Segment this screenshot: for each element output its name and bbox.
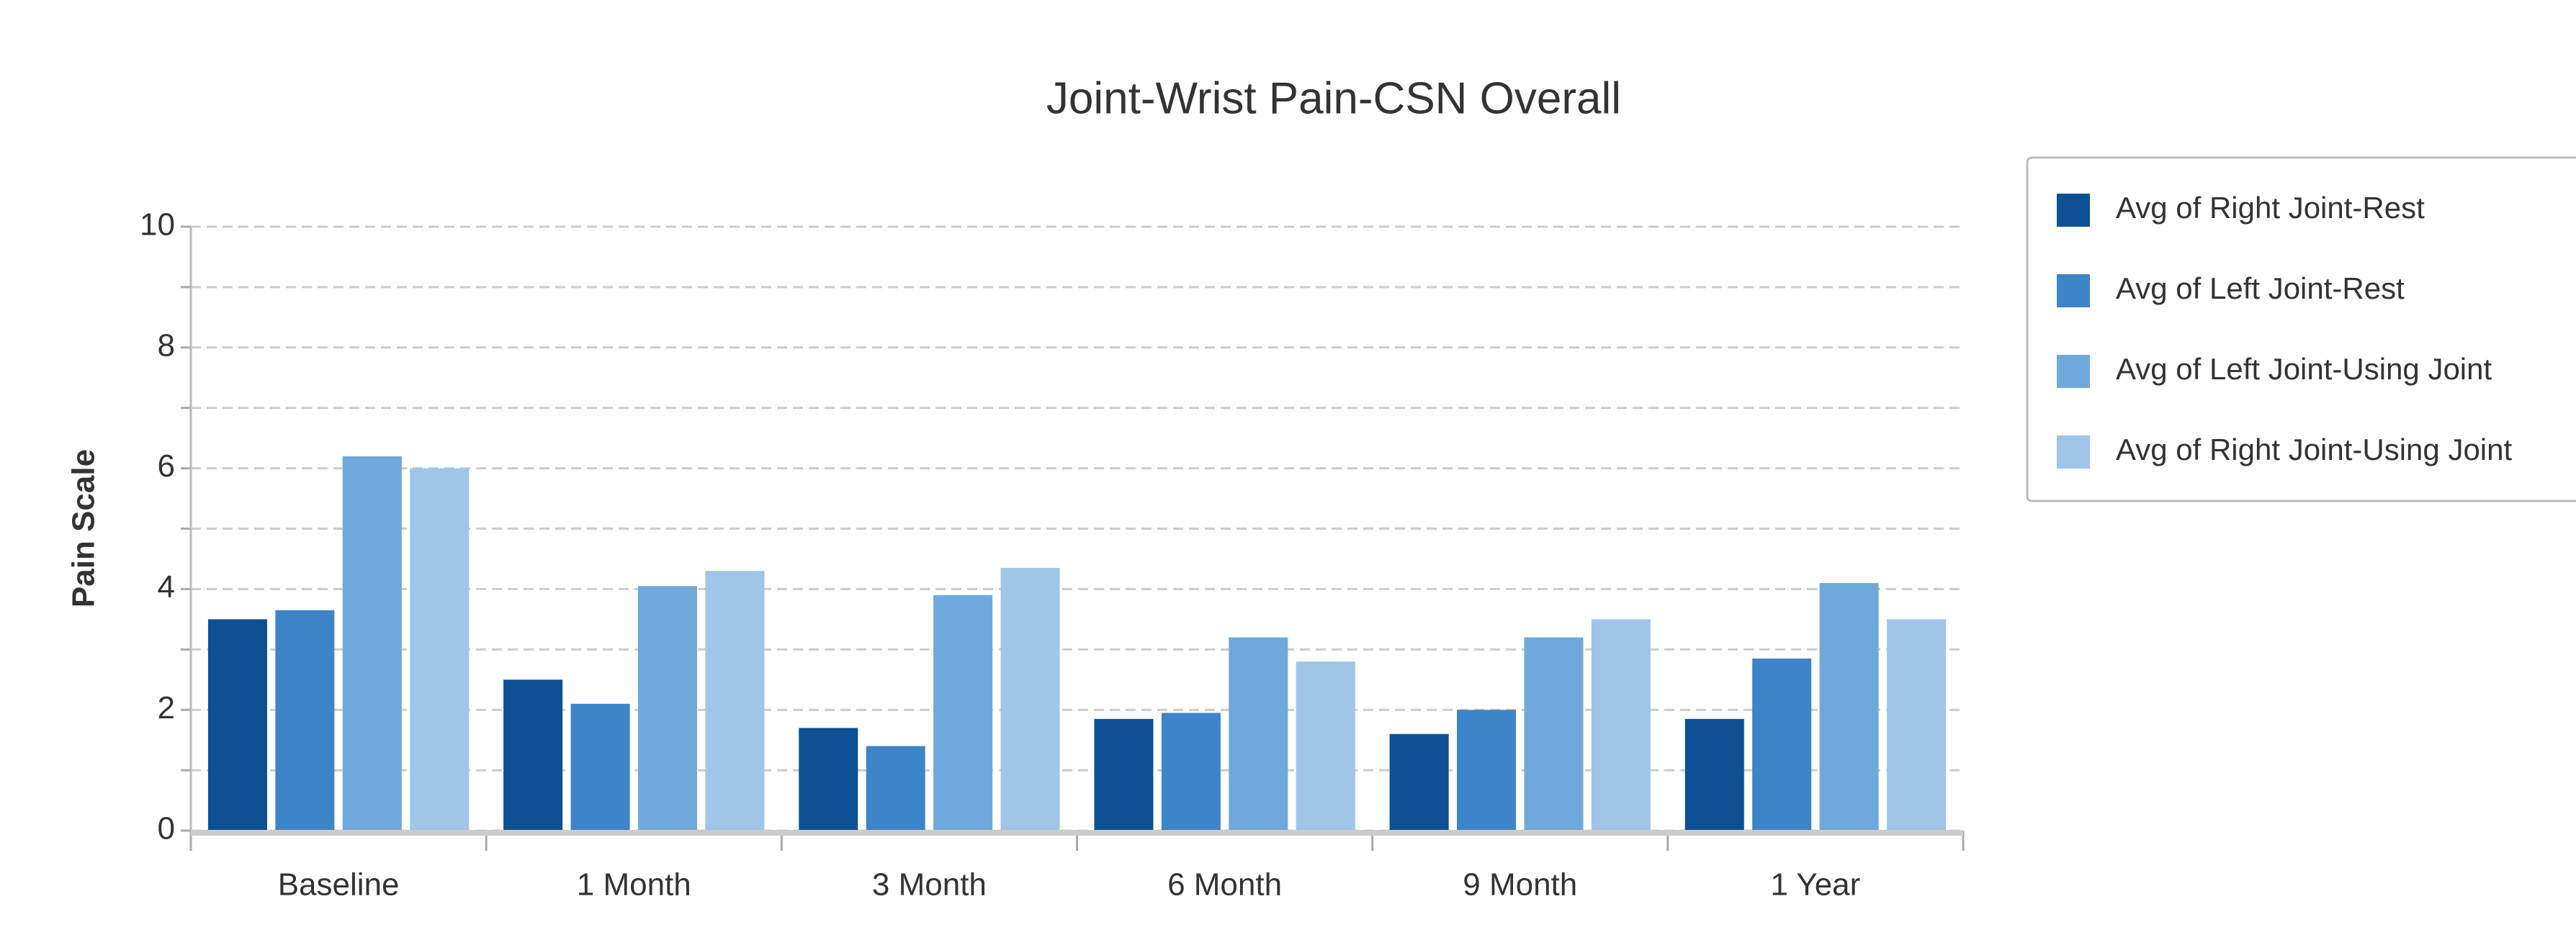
x-tick-label: 9 Month — [1463, 867, 1577, 903]
legend-swatch — [2057, 274, 2090, 307]
bar — [1000, 568, 1060, 831]
y-tick-label: 0 — [158, 811, 175, 846]
legend-swatch — [2057, 194, 2090, 227]
bar — [1457, 710, 1517, 831]
y-tick-label: 10 — [140, 207, 175, 243]
bar — [207, 619, 267, 831]
legend-label: Avg of Left Joint-Rest — [2116, 271, 2405, 305]
legend-label: Avg of Right Joint-Rest — [2116, 191, 2425, 225]
legend-label: Avg of Right Joint-Using Joint — [2116, 433, 2512, 466]
y-tick-label: 2 — [158, 690, 175, 726]
bar — [1389, 733, 1449, 831]
bar — [1094, 718, 1154, 831]
bar — [570, 703, 630, 831]
x-tick-label: 1 Month — [577, 867, 691, 903]
bar — [1684, 718, 1744, 831]
x-tick-label: 1 Year — [1771, 867, 1861, 903]
bar — [705, 571, 765, 831]
bar — [1296, 661, 1355, 831]
y-tick-label: 4 — [158, 569, 175, 605]
x-tick-label: Baseline — [278, 867, 400, 903]
bar — [275, 610, 335, 831]
bar — [1887, 619, 1947, 831]
x-tick-label: 3 Month — [872, 867, 987, 903]
y-axis-label: Pain Scale — [66, 449, 102, 607]
legend-swatch — [2057, 355, 2090, 388]
x-tick-label: 6 Month — [1167, 867, 1282, 903]
bar — [342, 456, 402, 831]
bar — [1524, 637, 1584, 831]
bar — [1752, 658, 1812, 831]
bar — [799, 728, 858, 831]
bar — [866, 746, 925, 831]
y-tick-label: 6 — [158, 448, 175, 484]
bar — [1819, 583, 1879, 831]
legend-label: Avg of Left Joint-Using Joint — [2116, 352, 2492, 386]
bar — [1591, 619, 1651, 831]
bar — [933, 595, 993, 831]
chart-title: Joint-Wrist Pain-CSN Overall — [1046, 73, 1621, 123]
bar — [637, 586, 697, 831]
bar — [410, 468, 470, 831]
legend-box — [2026, 156, 2576, 502]
bar — [1229, 637, 1288, 831]
legend-swatch — [2057, 435, 2090, 469]
y-tick-label: 8 — [158, 328, 175, 363]
bar — [1161, 713, 1221, 831]
bar — [503, 679, 563, 831]
